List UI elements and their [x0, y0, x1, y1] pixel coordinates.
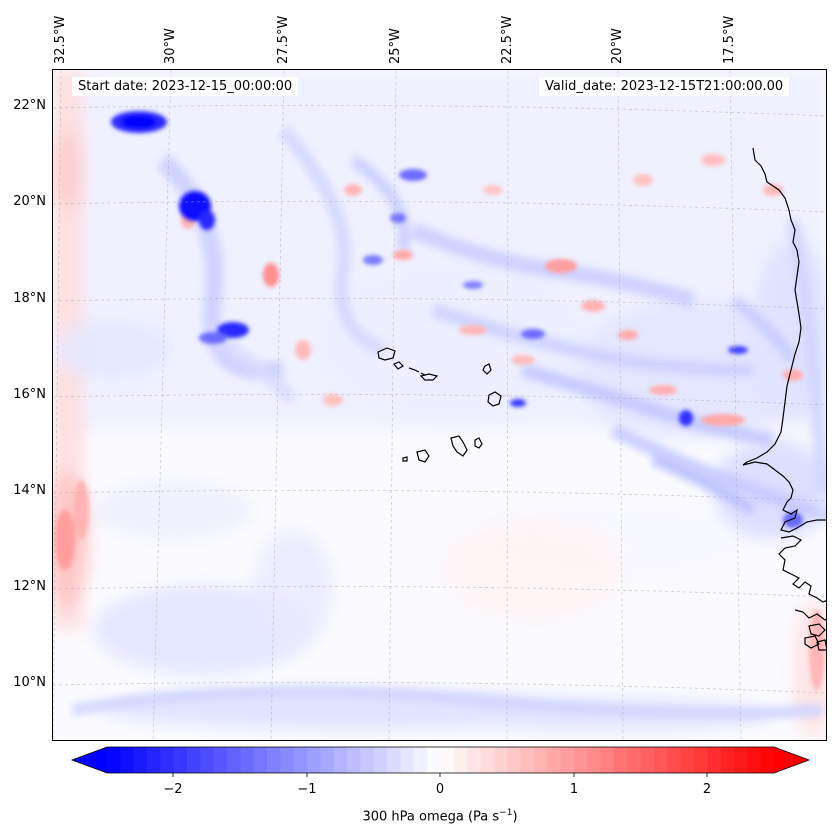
lon-label-32-5w: 32.5°W	[53, 15, 68, 64]
colorbar-tick-1: 1	[569, 782, 579, 797]
colorbar-segment	[667, 747, 682, 773]
island-sal	[419, 373, 439, 381]
valid-date-label: Valid_date: 2023-12-15T21:00:00.00	[539, 77, 790, 96]
colorbar-segment	[693, 747, 708, 773]
colorbar-segment	[387, 747, 402, 773]
lon-label-20w: 20°W	[610, 28, 625, 64]
colorbar-segment	[133, 747, 148, 773]
coastline-africa	[742, 147, 826, 651]
island-brava	[402, 456, 408, 462]
colorbar-tick-0: 0	[435, 782, 445, 797]
colorbar-segment	[293, 747, 308, 773]
colorbar-segment	[360, 747, 375, 773]
colorbar-segment	[613, 747, 628, 773]
colorbar-segment	[213, 747, 228, 773]
lon-label-30w: 30°W	[163, 28, 178, 64]
lat-label-20n: 20°N	[13, 194, 46, 209]
colorbar-segment	[747, 747, 762, 773]
island-boa-vista-north	[482, 363, 492, 375]
lon-label-22-5w: 22.5°W	[500, 15, 515, 64]
colorbar-segment	[373, 747, 388, 773]
colorbar-segment	[627, 747, 642, 773]
lon-label-17-5w: 17.5°W	[722, 15, 737, 64]
lat-label-22n: 22°N	[13, 98, 46, 113]
colorbar-label-end: )	[512, 809, 518, 825]
colorbar-segments	[107, 747, 775, 773]
colorbar-segment	[120, 747, 135, 773]
colorbar-max-extend	[774, 747, 809, 773]
colorbar-tick-neg2: −2	[163, 782, 183, 797]
colorbar-segment	[320, 747, 335, 773]
colorbar-segment	[187, 747, 201, 773]
cape-verde-islands	[377, 347, 502, 463]
map-gridlines	[53, 70, 826, 740]
colorbar-segment	[307, 747, 322, 773]
colorbar-segment	[280, 747, 295, 773]
colorbar-segment	[680, 747, 695, 773]
colorbar-segment	[587, 747, 602, 773]
colorbar-segment	[533, 747, 548, 773]
lon-label-25w: 25°W	[388, 28, 403, 64]
island-sao-vicente	[393, 361, 404, 370]
colorbar-segment	[400, 747, 415, 773]
lat-label-10n: 10°N	[13, 675, 46, 690]
colorbar-ticks	[172, 773, 708, 777]
island-santiago	[450, 435, 468, 457]
field-subsidence-features	[55, 154, 825, 690]
colorbar-segment	[653, 747, 668, 773]
colorbar-segment	[333, 747, 348, 773]
colorbar	[70, 746, 811, 777]
colorbar-segment	[413, 747, 428, 773]
colorbar-segment	[440, 747, 455, 773]
colorbar-segment	[240, 747, 255, 773]
colorbar-segment	[160, 747, 175, 773]
colorbar-segment	[573, 747, 588, 773]
colorbar-segment	[173, 747, 188, 773]
colorbar-segment	[560, 747, 575, 773]
colorbar-label-text: 300 hPa omega (Pa s	[362, 809, 500, 825]
island-fogo	[416, 449, 430, 463]
colorbar-segment	[453, 747, 468, 773]
colorbar-segment	[520, 747, 535, 773]
colorbar-segment	[347, 747, 362, 773]
lat-label-12n: 12°N	[13, 579, 46, 594]
colorbar-segment	[200, 747, 215, 773]
colorbar-segment	[600, 747, 615, 773]
colorbar-segment	[227, 747, 241, 773]
colorbar-segment	[427, 747, 442, 773]
colorbar-segment	[253, 747, 268, 773]
island-boa-vista	[487, 391, 502, 407]
colorbar-segment	[493, 747, 508, 773]
island-maio	[474, 437, 483, 449]
colorbar-tick-2: 2	[702, 782, 712, 797]
colorbar-segment	[720, 747, 735, 773]
colorbar-segment	[707, 747, 722, 773]
lat-label-18n: 18°N	[13, 291, 46, 306]
lon-label-27-5w: 27.5°W	[276, 15, 291, 64]
omega-field-map	[53, 70, 826, 740]
field-broad-structure	[53, 70, 826, 740]
map-panel	[52, 69, 827, 741]
colorbar-segment	[467, 747, 482, 773]
colorbar-segment	[147, 747, 161, 773]
colorbar-label-exponent: −1	[499, 808, 513, 818]
lat-label-14n: 14°N	[13, 483, 46, 498]
start-date-label: Start date: 2023-12-15_00:00:00	[72, 77, 299, 96]
island-santo-antao	[377, 347, 396, 361]
colorbar-segment	[507, 747, 522, 773]
colorbar-segment	[760, 747, 775, 773]
colorbar-segment	[107, 747, 121, 773]
colorbar-segment	[480, 747, 495, 773]
colorbar-segment	[547, 747, 562, 773]
field-ascent-features	[111, 111, 803, 528]
colorbar-min-extend	[72, 747, 107, 773]
lat-label-16n: 16°N	[13, 387, 46, 402]
colorbar-segment	[640, 747, 655, 773]
colorbar-tick-neg1: −1	[297, 782, 317, 797]
colorbar-segment	[267, 747, 282, 773]
colorbar-outline	[70, 746, 811, 774]
colorbar-label: 300 hPa omega (Pa s−1)	[0, 808, 837, 824]
colorbar-segment	[733, 747, 748, 773]
